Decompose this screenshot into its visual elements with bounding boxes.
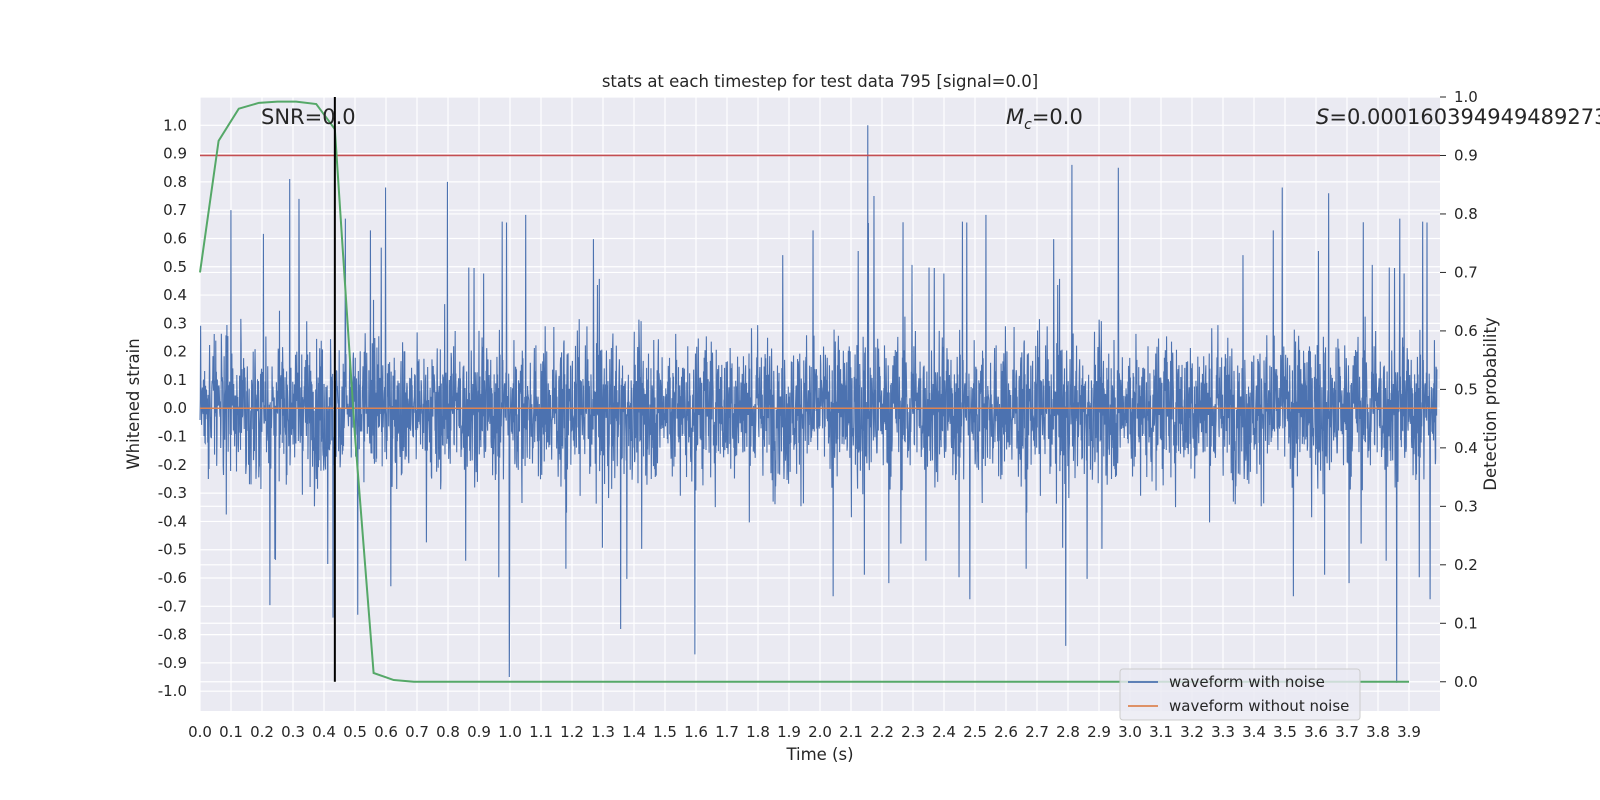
y-tick-label-right: 0.3 [1454, 497, 1478, 515]
x-tick-label: 1.3 [591, 723, 615, 741]
y-tick-label-left: 0.6 [163, 229, 187, 247]
y-tick-label-right: 1.0 [1454, 88, 1478, 106]
x-tick-label: 2.6 [994, 723, 1018, 741]
chart-title: stats at each timestep for test data 795… [602, 72, 1038, 91]
y-ticks-left: -1.0 -0.9 -0.8 -0.7 -0.6 -0.5 -0.4 -0.3 -0.2 -0.1… [158, 116, 187, 700]
x-tick-label: 1.2 [560, 723, 584, 741]
x-tick-label: 3.1 [1149, 723, 1173, 741]
y-tick-label-right: 0.6 [1454, 322, 1478, 340]
y-tick-label-left: -0.7 [158, 597, 187, 615]
y-tick-label-left: 0.9 [163, 145, 187, 163]
x-tick-label: 1.5 [653, 723, 677, 741]
x-tick-label: 0.4 [312, 723, 336, 741]
legend-box [1119, 668, 1361, 721]
x-tick-label: 1.4 [622, 723, 646, 741]
x-tick-label: 0.1 [219, 723, 243, 741]
x-tick-label: 3.2 [1180, 723, 1204, 741]
x-tick-label: 2.9 [1087, 723, 1111, 741]
y-ticks-right: 0.0 0.1 0.2 0.3 0.4 0.5 0.6 0.7 0.8 0.9 1.0 [1440, 88, 1478, 691]
legend: waveform with noise waveform without noi… [1119, 668, 1361, 721]
y-tick-label-left: -0.4 [158, 512, 187, 530]
x-tick-label: 3.9 [1397, 723, 1421, 741]
x-tick-label: 0.6 [374, 723, 398, 741]
y-tick-label-left: -1.0 [158, 682, 187, 700]
y-tick-label-right: 0.2 [1454, 556, 1478, 574]
y-tick-label-right: 0.7 [1454, 263, 1478, 281]
x-axis-label: Time (s) [785, 745, 853, 764]
y-tick-label-left: -0.6 [158, 569, 187, 587]
x-tick-label: 2.5 [963, 723, 987, 741]
noise-waveform [199, 125, 1438, 683]
x-tick-label: 1.6 [684, 723, 708, 741]
y-tick-label-left: -0.2 [158, 456, 187, 474]
x-tick-label: 3.6 [1304, 723, 1328, 741]
x-tick-label: 0.3 [281, 723, 305, 741]
x-tick-label: 2.3 [901, 723, 925, 741]
y-tick-label-right: 0.0 [1454, 673, 1478, 691]
y-tick-label-left: -0.8 [158, 626, 187, 644]
x-tick-label: 0.0 [188, 723, 212, 741]
y-tick-label-right: 0.8 [1454, 205, 1478, 223]
x-tick-label: 3.0 [1118, 723, 1142, 741]
x-tick-label: 0.5 [343, 723, 367, 741]
y-tick-label-left: -0.5 [158, 541, 187, 559]
y-tick-label-right: 0.5 [1454, 380, 1478, 398]
y-tick-label-left: 0.8 [163, 173, 187, 191]
y-tick-label-left: 0.3 [163, 314, 187, 332]
x-tick-label: 3.4 [1242, 723, 1266, 741]
y-axis-label-left: Whitened strain [124, 338, 143, 469]
y-tick-label-left: 0.5 [163, 258, 187, 276]
x-tick-label: 2.7 [1025, 723, 1049, 741]
y-tick-label-left: 0.7 [163, 201, 187, 219]
y-axis-label-right: Detection probability [1481, 317, 1500, 491]
series-lines [199, 97, 1440, 683]
x-tick-label: 0.8 [436, 723, 460, 741]
y-tick-label-left: 0.0 [163, 399, 187, 417]
x-tick-label: 3.3 [1211, 723, 1235, 741]
y-tick-label-left: 0.1 [163, 371, 187, 389]
x-tick-label: 1.8 [746, 723, 770, 741]
y-tick-label-left: 0.2 [163, 343, 187, 361]
x-tick-label: 2.8 [1056, 723, 1080, 741]
x-tick-label: 1.7 [715, 723, 739, 741]
x-tick-label: 2.4 [932, 723, 956, 741]
x-tick-label: 3.8 [1366, 723, 1390, 741]
chirp-mass-annotation: Mc=0.0 [1006, 105, 1083, 133]
x-tick-label: 1.1 [529, 723, 553, 741]
x-tick-label: 3.5 [1273, 723, 1297, 741]
x-tick-label: 2.1 [839, 723, 863, 741]
x-tick-label: 0.7 [405, 723, 429, 741]
snr-s-annotation: S=0.00016039494948927349 [1316, 105, 1600, 129]
x-tick-label: 0.2 [250, 723, 274, 741]
x-tick-label: 2.2 [870, 723, 894, 741]
y-tick-label-right: 0.1 [1454, 614, 1478, 632]
x-tick-label: 1.9 [777, 723, 801, 741]
x-tick-label: 3.7 [1335, 723, 1359, 741]
x-tick-label: 1.0 [498, 723, 522, 741]
y-tick-label-left: -0.9 [158, 654, 187, 672]
y-tick-label-left: -0.1 [158, 428, 187, 446]
waveform-with-noise-line [199, 125, 1438, 683]
x-tick-label: 2.0 [808, 723, 832, 741]
y-tick-label-right: 0.4 [1454, 439, 1478, 457]
legend-label-noise: waveform with noise [1169, 673, 1325, 691]
legend-label-clean: waveform without noise [1169, 697, 1349, 715]
y-tick-label-left: -0.3 [158, 484, 187, 502]
y-tick-label-left: 1.0 [163, 116, 187, 134]
detection-probability-line [199, 100, 1409, 683]
x-tick-label: 0.9 [467, 723, 491, 741]
snr-annotation: SNR=0.0 [261, 105, 356, 129]
x-ticks: 0.0 0.1 0.2 0.3 0.4 0.5 0.6 0.7 0.8 0.9 1.0 1.1 1.2 1… [188, 723, 1421, 741]
y-tick-label-right: 0.9 [1454, 146, 1478, 164]
y-tick-label-left: 0.4 [163, 286, 187, 304]
